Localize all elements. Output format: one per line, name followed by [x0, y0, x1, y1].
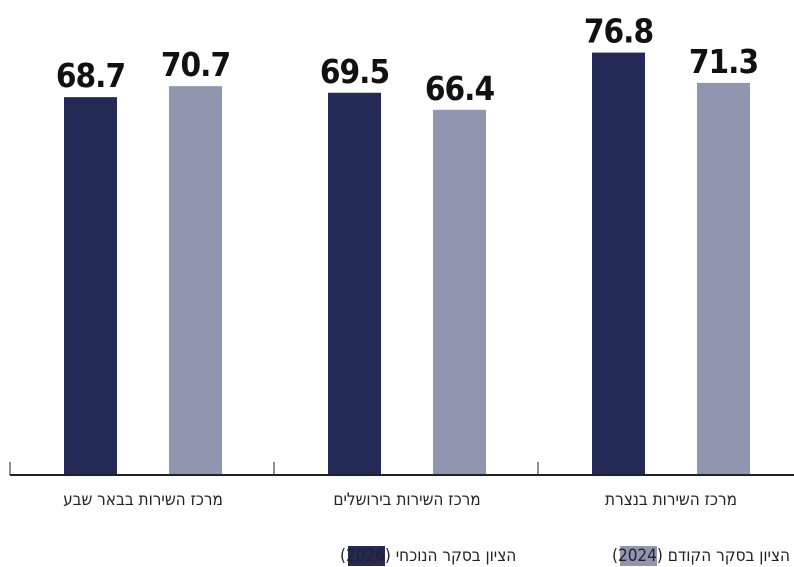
value-label-current-2: 76.8 — [584, 12, 653, 51]
bar-current-2 — [592, 52, 645, 475]
value-label-previous-0: 70.7 — [161, 45, 230, 84]
category-label-0: מרכז השירות בבאר שבע — [63, 490, 223, 510]
bars-group — [64, 52, 750, 476]
legend-label-current: הציון בסקר הנוכחי (2026) — [340, 546, 516, 566]
bar-previous-0 — [169, 86, 222, 476]
bar-current-1 — [328, 92, 381, 475]
category-label-1: מרכז השירות בירושלים — [333, 490, 480, 510]
legend: הציון בסקר הנוכחי (2026) הציון בסקר הקודם… — [340, 546, 790, 566]
category-label-2: מרכז השירות בנצרת — [605, 490, 737, 510]
x-axis-ticks-group — [9, 462, 539, 475]
value-label-current-0: 68.7 — [56, 56, 125, 95]
bar-current-0 — [64, 97, 117, 476]
legend-swatch-previous — [620, 546, 657, 566]
bar-previous-2 — [697, 82, 750, 475]
legend-label-previous: הציון בסקר הקודם (2024) — [612, 546, 790, 566]
legend-swatch-current — [348, 546, 385, 566]
value-label-previous-2: 71.3 — [689, 42, 758, 81]
bar-previous-1 — [433, 109, 486, 476]
value-label-previous-1: 66.4 — [425, 69, 495, 108]
value-labels-group: 68.7 70.7 69.5 66.4 76.8 71.3 — [56, 12, 759, 108]
value-label-current-1: 69.5 — [320, 52, 389, 91]
category-labels-group: מרכז השירות בבאר שבע מרכז השירות בירושלים… — [63, 490, 737, 510]
